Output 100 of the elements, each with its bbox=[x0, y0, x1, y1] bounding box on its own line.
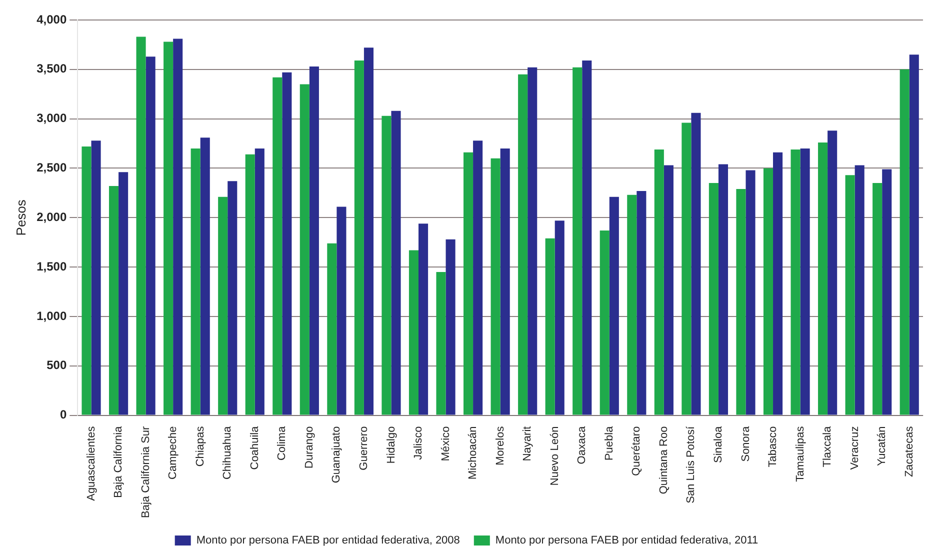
x-tick-label: Oaxaca bbox=[576, 425, 588, 464]
bar bbox=[173, 38, 183, 415]
bar bbox=[245, 154, 255, 415]
bar bbox=[446, 239, 456, 415]
x-tick-label: Sonora bbox=[740, 425, 752, 462]
x-tick-label: Guerrero bbox=[358, 426, 370, 470]
bar bbox=[108, 186, 119, 415]
x-tick-label: Michoacán bbox=[467, 426, 480, 480]
x-tick-label: Veracruz bbox=[848, 426, 861, 470]
x-tick-label: Coahuila bbox=[248, 425, 261, 470]
y-tick-label: 500 bbox=[46, 358, 67, 372]
y-tick-label: 1,500 bbox=[36, 259, 67, 274]
bar bbox=[572, 67, 582, 415]
bar bbox=[528, 67, 538, 415]
bar bbox=[91, 140, 101, 415]
bar bbox=[336, 206, 346, 415]
bar bbox=[554, 220, 564, 415]
bar bbox=[309, 66, 319, 415]
bar bbox=[773, 152, 783, 415]
x-tick-label: Campeche bbox=[167, 426, 180, 480]
y-tick-label: 2,000 bbox=[36, 210, 67, 224]
bar bbox=[790, 149, 800, 415]
x-tick-label: Chihuahua bbox=[222, 425, 234, 480]
bar bbox=[408, 250, 419, 415]
bar bbox=[354, 60, 364, 415]
y-tick-label: 1,000 bbox=[36, 308, 67, 323]
bar bbox=[418, 224, 428, 415]
x-tick-label: Baja California Sur bbox=[140, 426, 152, 518]
bar bbox=[718, 164, 728, 415]
bar bbox=[627, 194, 637, 415]
bar bbox=[818, 142, 828, 415]
x-tick-label: Nuevo León bbox=[548, 426, 561, 486]
y-tick-label: 2,500 bbox=[36, 160, 67, 175]
bar bbox=[654, 149, 664, 415]
y-tick-label: 0 bbox=[60, 408, 67, 422]
x-tick-label: Tlaxcala bbox=[822, 425, 834, 468]
bar bbox=[164, 42, 174, 415]
x-tick-label: Colima bbox=[276, 425, 288, 461]
bar bbox=[136, 36, 146, 415]
x-tick-label: Chiapas bbox=[194, 426, 206, 467]
x-tick-label: San Luis Potosí bbox=[685, 425, 698, 504]
x-tick-label: Tamaulipas bbox=[794, 426, 806, 482]
x-tick-label: Morelos bbox=[494, 426, 506, 466]
bar bbox=[500, 148, 510, 415]
bar bbox=[882, 169, 892, 415]
bar bbox=[636, 190, 646, 415]
legend-label: Monto por persona FAEB por entidad federativa, 2008 bbox=[196, 534, 460, 547]
bar bbox=[118, 172, 128, 415]
bar bbox=[691, 112, 701, 415]
bar bbox=[609, 196, 619, 415]
x-tick-label: Durango bbox=[303, 426, 316, 468]
bar bbox=[909, 54, 919, 415]
y-tick-label: 3,000 bbox=[36, 111, 67, 126]
x-tick-label: Querétaro bbox=[630, 426, 643, 476]
bar bbox=[582, 60, 592, 415]
x-tick-label: Aguascalientes bbox=[85, 426, 98, 501]
bar bbox=[900, 69, 910, 415]
x-tick-label: Jalisco bbox=[412, 426, 425, 460]
bar bbox=[545, 238, 555, 415]
bar bbox=[854, 165, 864, 415]
bar bbox=[872, 183, 882, 415]
bar bbox=[282, 72, 292, 415]
bar bbox=[218, 196, 228, 415]
bar bbox=[382, 116, 392, 415]
bar bbox=[391, 110, 401, 415]
y-axis-title: Pesos bbox=[13, 199, 28, 236]
bar bbox=[682, 122, 692, 415]
bar bbox=[763, 168, 774, 415]
bar bbox=[300, 84, 310, 415]
x-tick-label: Quintana Roo bbox=[658, 426, 670, 494]
bar bbox=[464, 152, 474, 415]
bar bbox=[272, 77, 282, 415]
x-tick-label: Sinaloa bbox=[712, 425, 725, 463]
legend-label: Monto por persona FAEB por entidad federativa, 2011 bbox=[495, 534, 758, 547]
x-tick-label: Puebla bbox=[603, 425, 616, 461]
bar bbox=[664, 165, 674, 415]
x-tick-label: México bbox=[440, 426, 452, 462]
bar bbox=[200, 138, 210, 415]
x-tick-label: Baja California bbox=[112, 425, 125, 498]
bar bbox=[146, 56, 156, 415]
bar bbox=[490, 158, 500, 415]
x-tick-label: Zacatecas bbox=[903, 426, 916, 478]
y-tick-label: 4,000 bbox=[36, 12, 67, 26]
x-tick-label: Guanajuato bbox=[330, 426, 343, 484]
bar bbox=[800, 148, 810, 415]
bar bbox=[228, 181, 238, 415]
bar bbox=[473, 140, 483, 415]
bar bbox=[708, 183, 718, 415]
bar bbox=[746, 170, 756, 415]
bar bbox=[600, 230, 610, 415]
bar bbox=[845, 175, 855, 415]
bar bbox=[518, 74, 528, 415]
x-tick-label: Yucatán bbox=[876, 426, 888, 466]
bar bbox=[828, 130, 838, 415]
x-tick-label: Hidalgo bbox=[385, 426, 398, 464]
y-tick-label: 3,500 bbox=[36, 62, 67, 76]
bar bbox=[82, 146, 92, 415]
x-tick-label: Tabasco bbox=[767, 426, 780, 468]
bar bbox=[364, 48, 374, 415]
bar bbox=[736, 188, 746, 415]
